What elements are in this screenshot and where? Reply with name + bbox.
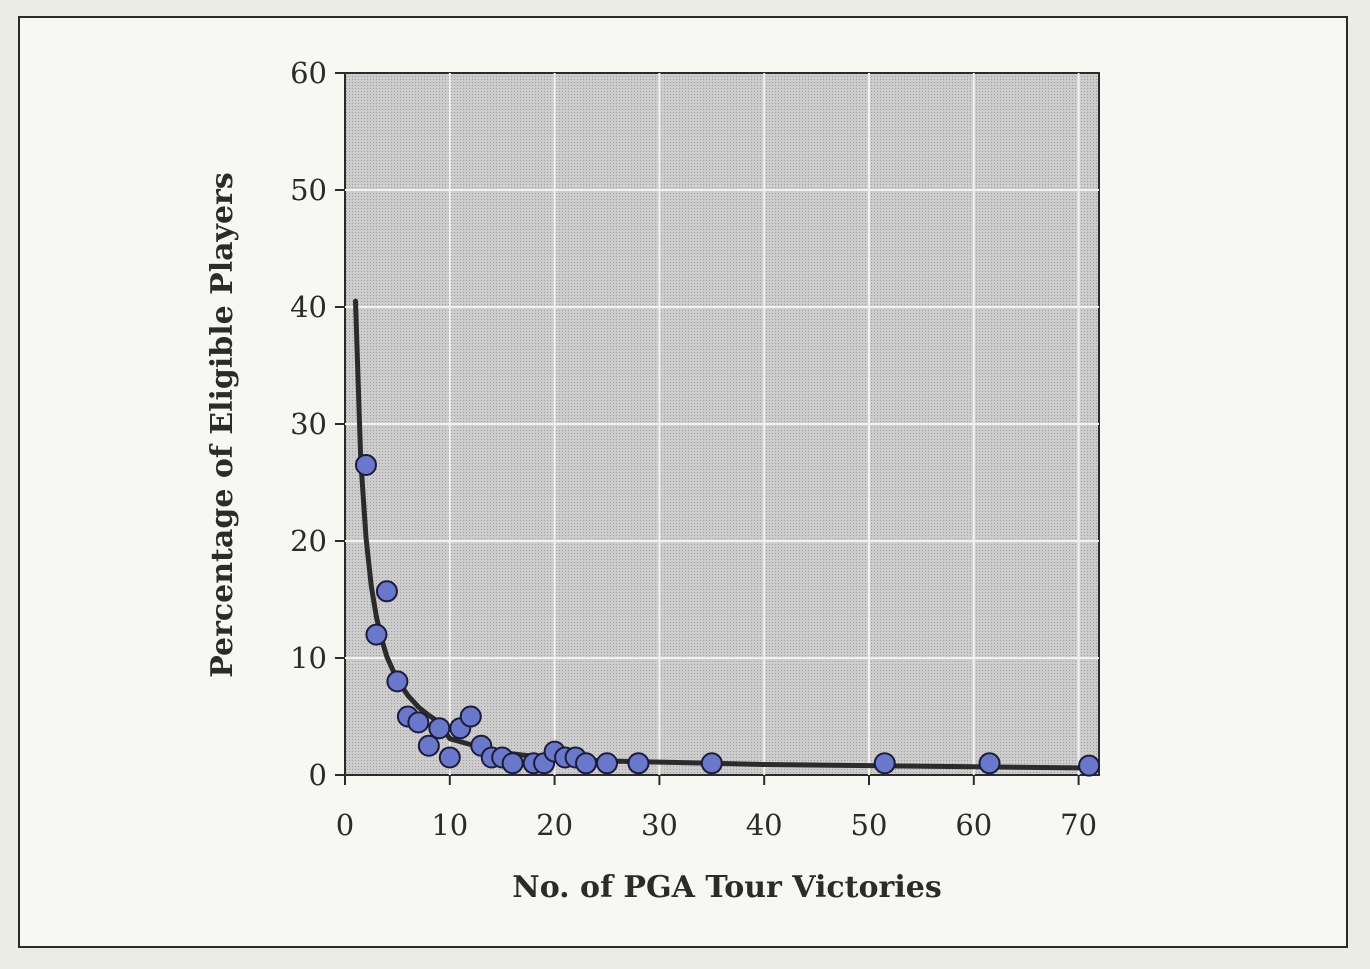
data-point [438, 746, 461, 769]
y-tick-label: 0 [309, 758, 327, 792]
grid [345, 73, 1099, 775]
data-point [873, 752, 896, 775]
data-point [417, 734, 440, 757]
data-point [354, 453, 377, 476]
x-tick-label: 10 [431, 808, 468, 842]
x-tick-label: 0 [336, 808, 354, 842]
x-tick-label: 30 [641, 808, 678, 842]
y-tick-label: 10 [290, 641, 327, 675]
y-axis-title: Percentage of Eligible Players [205, 172, 240, 678]
x-tick-label: 60 [955, 808, 992, 842]
y-tick-label: 60 [290, 56, 327, 90]
data-point [575, 752, 598, 775]
y-tick-label: 50 [290, 173, 327, 207]
data-point [627, 752, 650, 775]
x-axis-title: No. of PGA Tour Victories [512, 870, 941, 905]
x-tick-label: 70 [1060, 808, 1097, 842]
data-point [375, 580, 398, 603]
y-tick-label: 40 [290, 290, 327, 324]
x-tick-label: 50 [851, 808, 888, 842]
data-point [428, 717, 451, 740]
data-point [700, 752, 723, 775]
data-points [354, 453, 1101, 777]
x-tick-label: 20 [536, 808, 573, 842]
axis-ticks: 0 10 20 30 40 50 60 70 0 10 20 30 40 50 60 [290, 56, 1097, 842]
data-point [459, 705, 482, 728]
y-tick-label: 20 [290, 524, 327, 558]
x-tick-label: 40 [746, 808, 783, 842]
data-point [386, 670, 409, 693]
data-point [501, 752, 524, 775]
data-point [1078, 754, 1101, 777]
data-point [978, 752, 1001, 775]
y-tick-label: 30 [290, 407, 327, 441]
data-point [596, 752, 618, 775]
data-point [407, 711, 430, 734]
data-point [365, 623, 388, 646]
